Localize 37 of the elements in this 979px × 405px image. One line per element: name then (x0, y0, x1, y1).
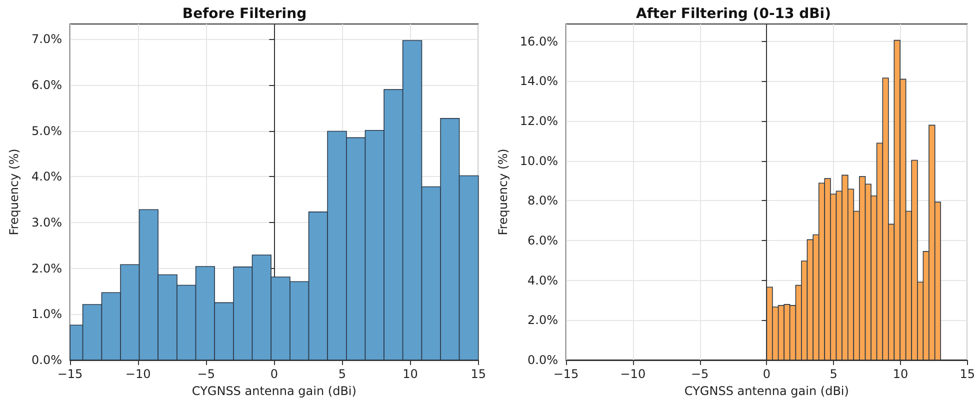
y-tick-label: 16.0% (520, 34, 558, 48)
x-tick-label: −10 (125, 367, 151, 381)
y-tick-label: 1.0% (32, 307, 62, 322)
x-tick-label: 0 (762, 367, 771, 381)
x-tick-label: −15 (57, 367, 83, 381)
x-tick-label: 5 (830, 367, 838, 381)
y-tick-label: 4.0% (528, 273, 558, 288)
x-tick-label: −15 (553, 367, 579, 381)
x-tick-label: 15 (470, 367, 486, 381)
y-tick-label: 0.0% (528, 353, 558, 367)
y-tick-label: 0.0% (32, 353, 62, 367)
y-tick-label: 2.0% (32, 261, 62, 276)
y-tick-label: 12.0% (520, 114, 558, 128)
y-tick-label: 8.0% (528, 194, 558, 208)
x-tick-label: −10 (620, 367, 646, 381)
y-tick-label: 6.0% (32, 78, 62, 92)
x-axis-title: CYGNSS antenna gain (dBi) (684, 384, 849, 398)
x-tick-label: −5 (197, 367, 215, 381)
x-tick-label: −5 (690, 367, 709, 381)
x-tick-label: 15 (960, 367, 976, 381)
y-tick-label: 14.0% (520, 74, 558, 88)
chart-title: After Filtering (0-13 dBi) (636, 6, 832, 22)
y-tick-label: 2.0% (528, 313, 558, 328)
chart-title: Before Filtering (182, 6, 307, 22)
y-axis-title: Frequency (%) (7, 148, 21, 236)
x-tick-label: 0 (270, 367, 278, 381)
y-tick-label: 6.0% (528, 234, 558, 248)
y-tick-label: 7.0% (32, 32, 62, 46)
x-axis-title: CYGNSS antenna gain (dBi) (192, 384, 356, 398)
x-tick-label: 10 (892, 367, 908, 381)
y-axis-title: Frequency (%) (496, 148, 510, 236)
y-tick-label: 4.0% (32, 170, 62, 184)
y-tick-label: 5.0% (32, 124, 62, 138)
y-tick-label: 10.0% (520, 154, 558, 168)
x-tick-label: 5 (338, 367, 346, 381)
x-tick-label: 10 (402, 367, 418, 381)
y-tick-label: 3.0% (32, 215, 62, 230)
